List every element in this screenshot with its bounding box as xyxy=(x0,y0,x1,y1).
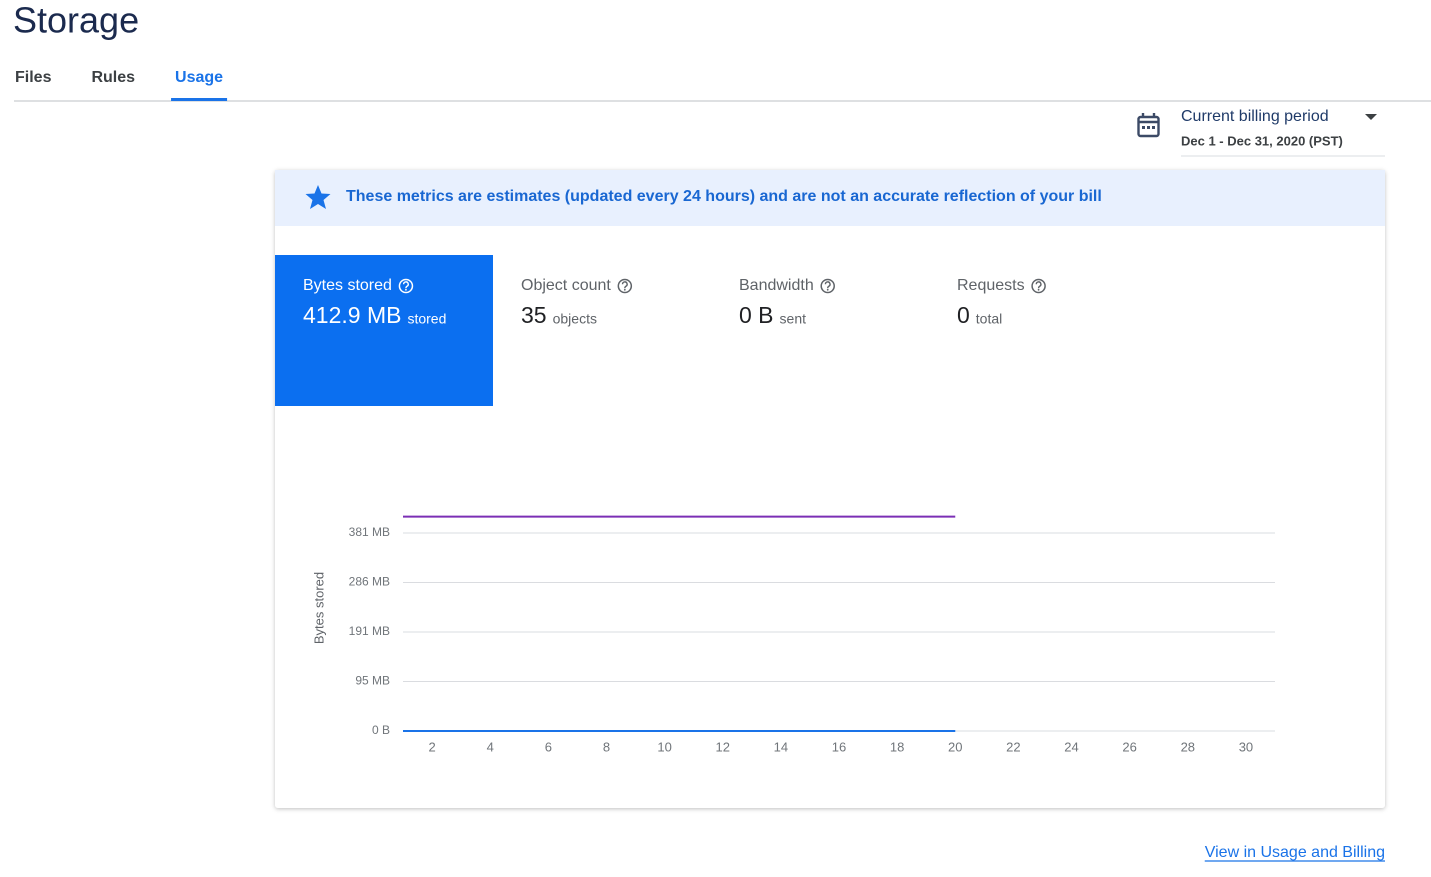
y-tick-label: 95 MB xyxy=(355,674,390,688)
x-tick-label: 4 xyxy=(487,739,494,754)
help-icon xyxy=(826,288,829,291)
y-tick-label: 286 MB xyxy=(349,575,390,589)
metric-tile[interactable] xyxy=(275,255,493,406)
help-icon xyxy=(405,288,407,291)
metric-unit[interactable]: stored xyxy=(407,311,446,327)
usage-card xyxy=(275,170,1385,808)
tab[interactable]: Files xyxy=(15,69,52,86)
metric-value[interactable]: 35 xyxy=(521,302,547,328)
help-icon xyxy=(623,288,626,291)
x-tick-label: 22 xyxy=(1006,739,1020,754)
metric-tabs: Bytes stored 412.9 MB stored Object count 35… xyxy=(275,255,1046,406)
x-tick-label: 10 xyxy=(657,739,671,754)
tab-indicator xyxy=(171,98,228,101)
help-icon xyxy=(621,281,628,289)
x-tick-label: 24 xyxy=(1064,739,1078,754)
metric-unit[interactable]: sent xyxy=(780,311,807,327)
metric-label[interactable]: Object count xyxy=(521,277,611,294)
tab-bar: Files Rules Usage xyxy=(15,69,228,101)
help-icon xyxy=(1031,278,1046,294)
x-tick-label: 30 xyxy=(1239,739,1253,754)
tab[interactable]: Rules xyxy=(91,69,135,86)
star-icon xyxy=(305,185,331,209)
calendar-dot xyxy=(1142,126,1145,129)
x-tick-label: 12 xyxy=(715,739,729,754)
billing-label[interactable]: Current billing period xyxy=(1181,108,1329,125)
metric-value[interactable]: 0 xyxy=(957,302,970,328)
calendar-dot xyxy=(1147,126,1150,129)
calendar-icon xyxy=(1137,113,1160,138)
help-icon xyxy=(824,281,831,289)
help-icon xyxy=(402,281,409,289)
help-icon xyxy=(617,278,633,294)
x-tick-label: 2 xyxy=(428,739,435,754)
metric-label[interactable]: Requests xyxy=(957,277,1025,294)
info-banner xyxy=(275,170,1385,226)
calendar-dot xyxy=(1152,126,1155,129)
x-tick-label: 28 xyxy=(1181,739,1195,754)
dropdown-arrow[interactable] xyxy=(1365,114,1377,120)
help-icon xyxy=(1037,288,1040,291)
x-tick-label: 18 xyxy=(890,739,904,754)
y-tick-label: 0 B xyxy=(372,723,390,737)
banner-text: These metrics are estimates (updated eve… xyxy=(346,188,1102,205)
metric-value[interactable]: 0 B xyxy=(739,302,774,328)
help-icon xyxy=(1035,281,1042,289)
billing-dropdown[interactable]: Current billing period Dec 1 - Dec 31, 2… xyxy=(1181,108,1385,157)
help-icon xyxy=(398,278,414,294)
page-title: Storage xyxy=(13,0,139,41)
x-tick-label: 20 xyxy=(948,739,962,754)
metric-unit[interactable]: objects xyxy=(553,311,597,327)
x-tick-label: 8 xyxy=(603,739,610,754)
y-tick-label: 191 MB xyxy=(349,624,390,638)
metric-value[interactable]: 412.9 MB xyxy=(303,302,401,328)
help-icon xyxy=(820,278,835,294)
usage-billing-link[interactable]: View in Usage and Billing xyxy=(1205,844,1385,861)
tab[interactable]: Usage xyxy=(175,69,223,86)
x-tick-label: 6 xyxy=(545,739,552,754)
billing-range[interactable]: Dec 1 - Dec 31, 2020 (PST) xyxy=(1181,133,1343,148)
metric-unit[interactable]: total xyxy=(976,311,1002,327)
metric-label[interactable]: Bandwidth xyxy=(739,277,814,294)
y-tick-label: 381 MB xyxy=(349,525,390,539)
metric-label[interactable]: Bytes stored xyxy=(303,277,392,294)
x-tick-label: 26 xyxy=(1122,739,1136,754)
y-axis-label: Bytes stored xyxy=(311,572,326,644)
x-tick-label: 14 xyxy=(774,739,788,754)
x-tick-label: 16 xyxy=(832,739,846,754)
